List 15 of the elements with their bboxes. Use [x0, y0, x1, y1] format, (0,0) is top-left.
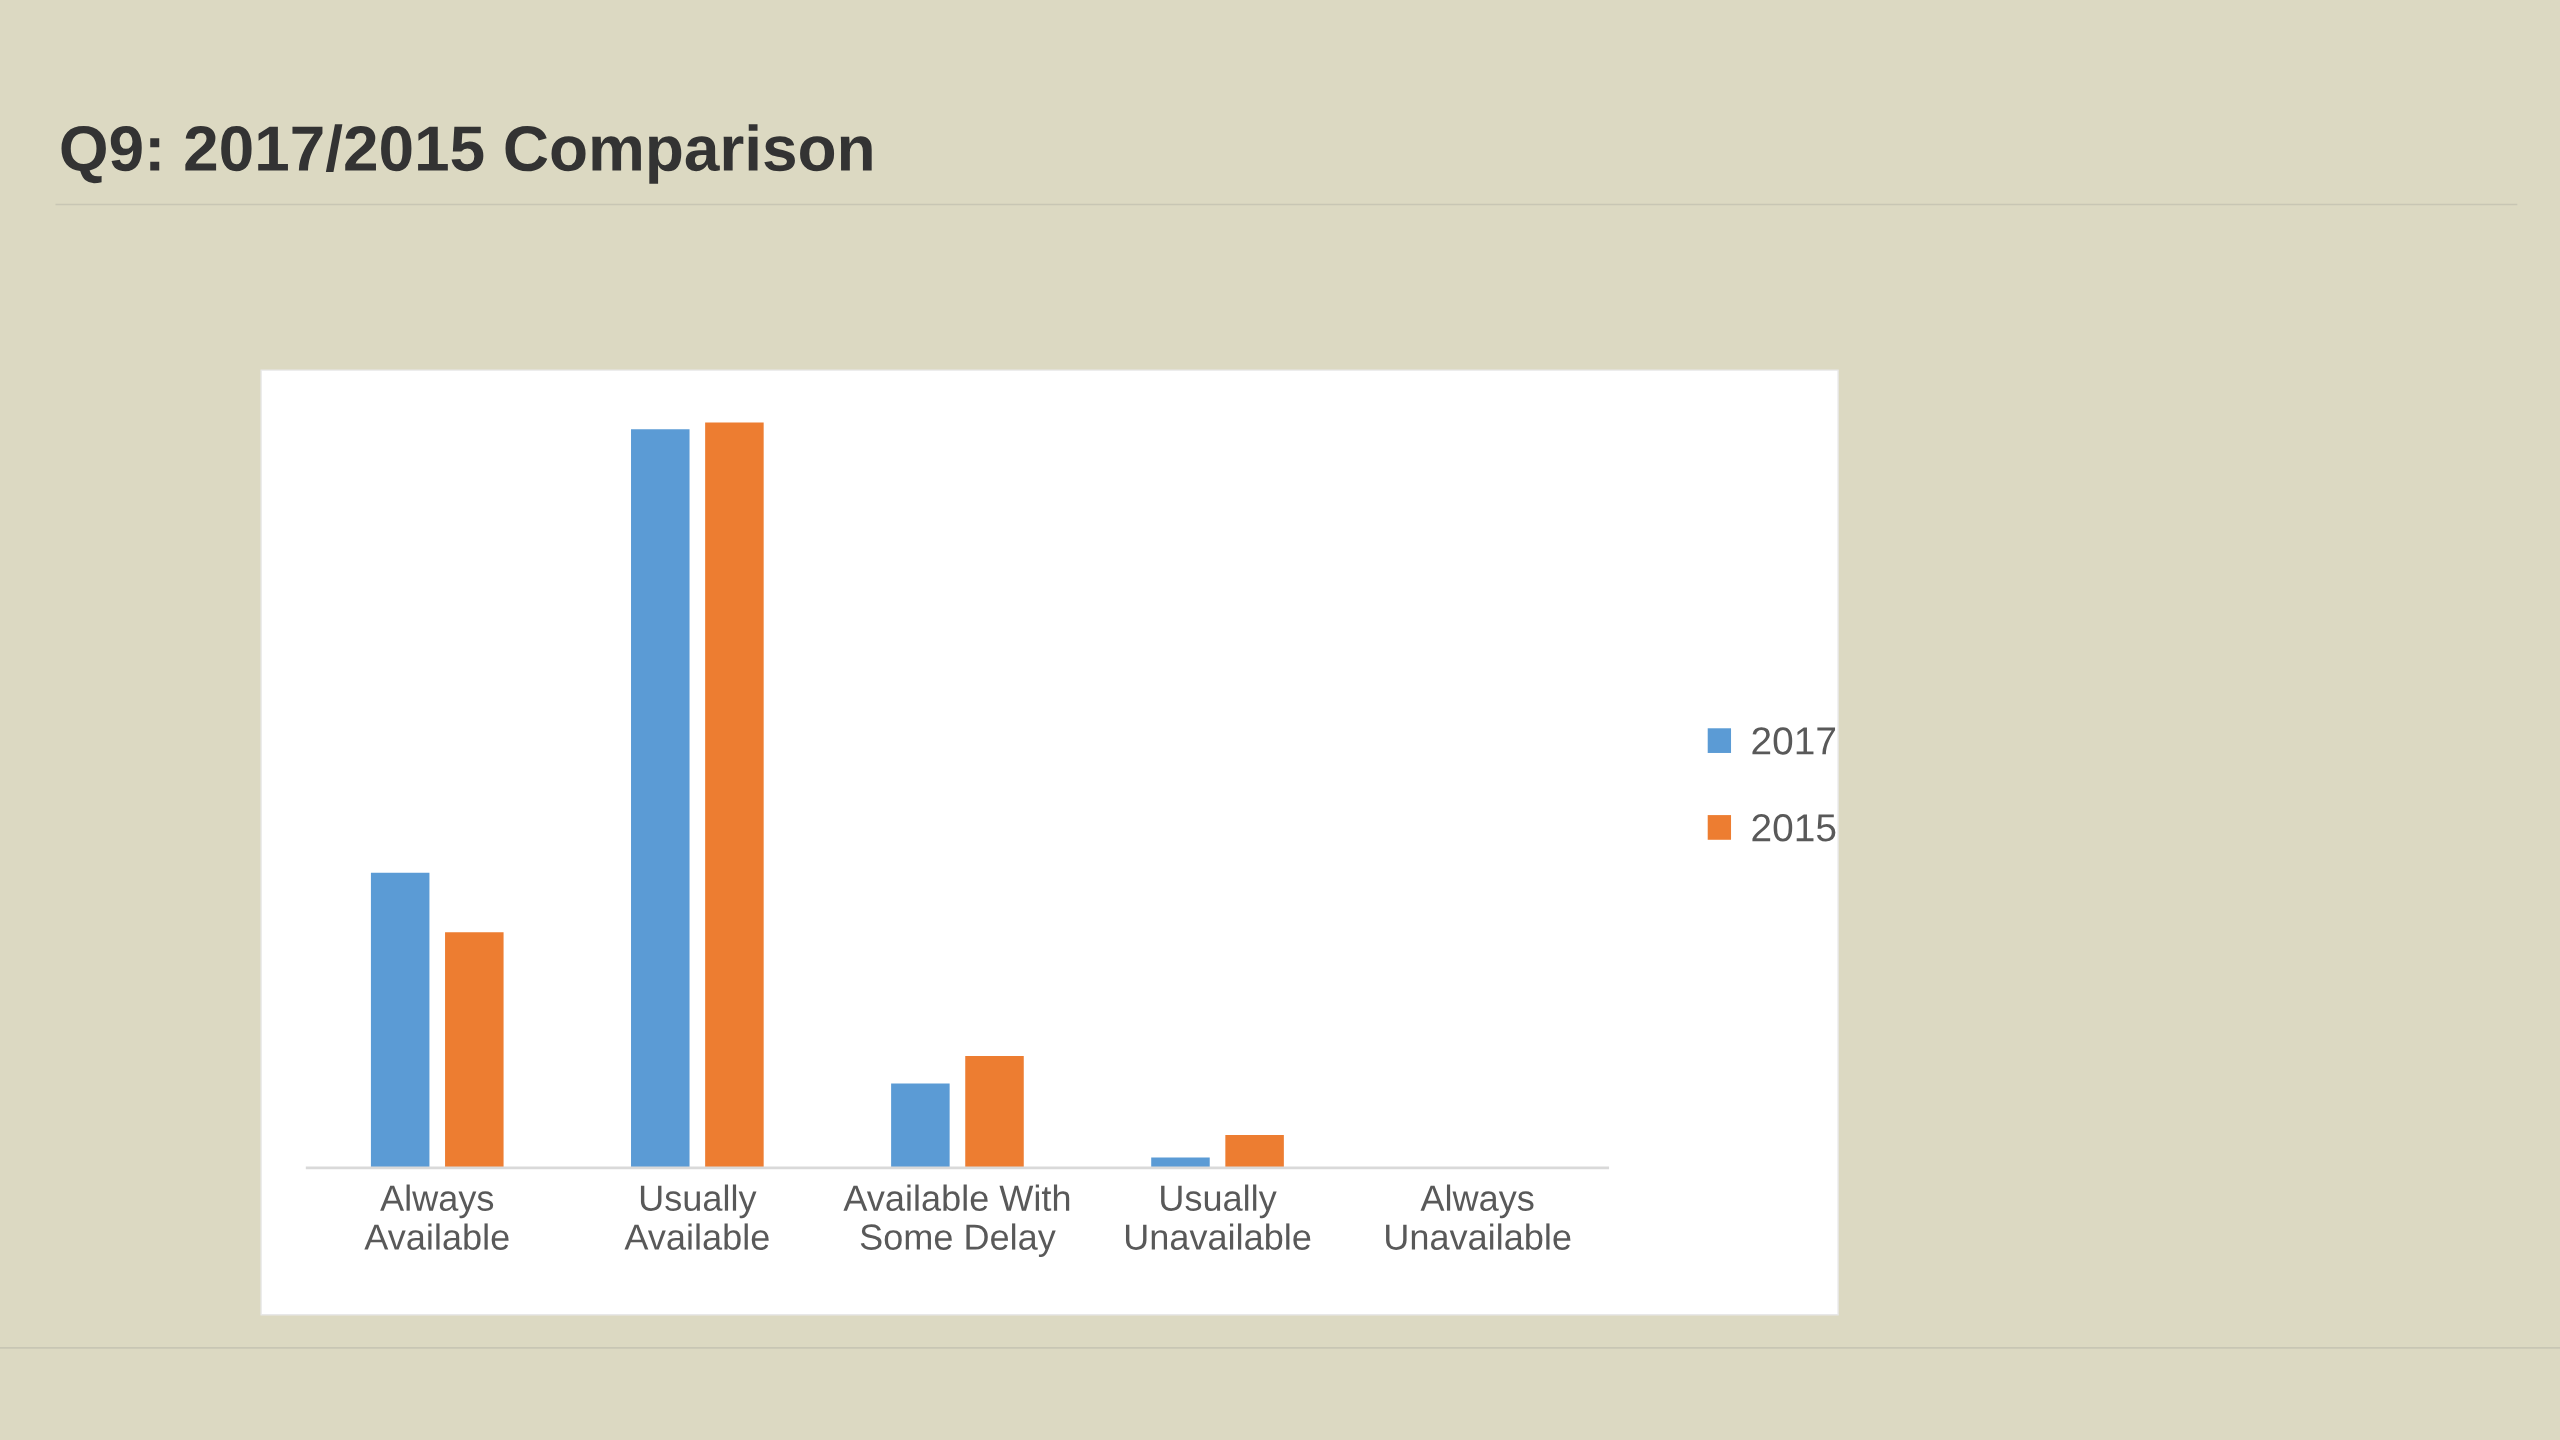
chart-title: Q9: 2017/2015 Comparison	[61, 124, 872, 184]
x-tick-label: Always Unavailable	[1386, 1184, 1571, 1250]
bar	[965, 1056, 1024, 1168]
x-tick-label: Usually Unavailable	[1125, 1184, 1311, 1250]
legend-label: 2015	[1752, 813, 1836, 842]
x-tick-label: Available With Some Delay	[843, 1184, 1070, 1258]
bar	[705, 422, 764, 1168]
bar	[1225, 1135, 1284, 1168]
bar	[631, 429, 690, 1168]
bar	[891, 1083, 950, 1168]
bar	[370, 872, 430, 1168]
x-tick-label: Always Available	[364, 1184, 509, 1250]
x-tick-label: Usually Available	[624, 1184, 769, 1250]
legend-label: 2017	[1752, 727, 1836, 755]
bar	[445, 932, 504, 1168]
